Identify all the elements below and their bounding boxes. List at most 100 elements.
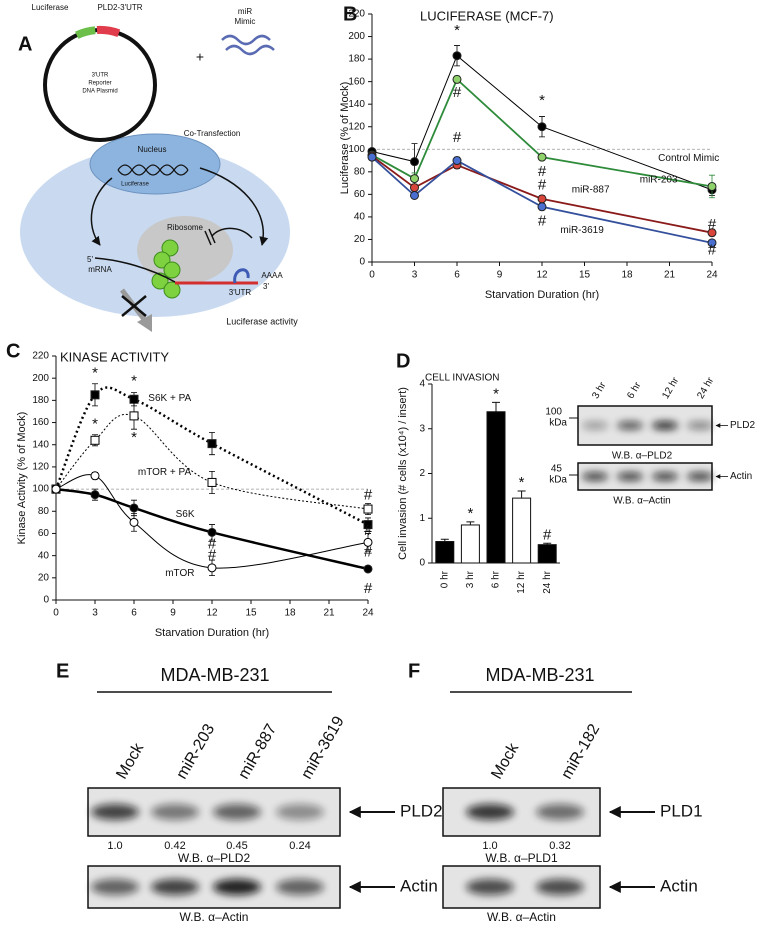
series-label: Control Mimic [658, 153, 719, 164]
arrow [137, 314, 152, 332]
marker [707, 228, 717, 238]
series-line [55, 474, 369, 569]
target-label: Actin [400, 876, 438, 895]
series-line [55, 413, 369, 510]
y-tick-label: 40 [354, 212, 366, 223]
antibody-label: W.B. α–Actin [180, 910, 249, 924]
band [687, 472, 713, 481]
y-tick-label: 20 [38, 572, 50, 583]
y-tick-label: 2 [419, 468, 425, 479]
label: Ribosome [167, 223, 204, 232]
marker [207, 439, 217, 449]
annotation: # [364, 580, 373, 597]
mimic-strand [221, 34, 271, 46]
marker [90, 435, 100, 445]
error-bar [440, 538, 449, 542]
y-tick-label: 1 [419, 513, 425, 524]
band [536, 804, 584, 820]
x-tick-label: 9 [497, 270, 503, 281]
y-axis-label: Luciferase (% of Mock) [339, 82, 351, 194]
x-tick-label: 0 [369, 270, 375, 281]
marker [452, 156, 462, 166]
band [687, 421, 713, 430]
annotation: * [493, 385, 499, 402]
lane-label: 6 hr [625, 380, 643, 401]
y-tick-label: 20 [354, 234, 366, 245]
marker [537, 202, 547, 212]
y-tick-label: 120 [32, 462, 49, 473]
y-tick-label: 4 [419, 379, 425, 390]
annotation: * [92, 365, 98, 382]
label: PLD2-3'UTR [97, 3, 142, 12]
lane-label: miR-3619 [298, 713, 347, 782]
annotation: # [208, 536, 217, 553]
panel-letter: D [396, 350, 410, 372]
band [151, 804, 199, 820]
error-bar [466, 521, 475, 525]
x-tick-label: 9 [170, 608, 176, 619]
y-tick-label: 120 [348, 121, 365, 132]
x-tick-label: 21 [664, 270, 676, 281]
x-tick-label: 12 [536, 270, 548, 281]
band [466, 879, 514, 895]
luciferase-gene [75, 26, 96, 39]
series-label: S6K [176, 509, 195, 520]
chart-title: LUCIFERASE (MCF-7) [420, 8, 554, 23]
series-label: S6K + PA [148, 393, 191, 404]
marker [410, 157, 419, 167]
target-label: PLD2 [730, 420, 755, 431]
antibody-label: W.B. α–PLD2 [178, 851, 251, 865]
annotation: # [538, 176, 547, 193]
marker [207, 527, 217, 537]
marker [537, 152, 547, 162]
x-tick-label: 15 [245, 608, 257, 619]
x-tick-label: 24 [706, 270, 718, 281]
dna [117, 164, 189, 176]
band [466, 804, 514, 820]
marker [537, 194, 547, 204]
annotation: # [364, 543, 373, 560]
series-line [54, 386, 369, 526]
y-tick-label: 160 [348, 76, 365, 87]
marker [410, 183, 419, 193]
panel-letter: A [18, 33, 32, 55]
annotation: * [467, 505, 473, 522]
annotation: # [453, 84, 462, 101]
annotation: # [208, 547, 217, 564]
band [91, 879, 139, 895]
series-label: mTOR + PA [138, 467, 192, 478]
y-tick-label: 60 [354, 189, 366, 200]
marker [363, 537, 373, 547]
x-tick-label: 21 [323, 608, 335, 619]
label: 5' [87, 255, 93, 264]
y-tick-label: 3 [419, 423, 425, 434]
series-line [55, 487, 369, 571]
y-tick-label: 0 [359, 257, 365, 268]
bar [512, 497, 532, 564]
lane-label: Mock [113, 740, 147, 782]
lane-label: miR-182 [558, 721, 603, 782]
annotation: * [454, 22, 460, 39]
utr-insert [96, 25, 121, 38]
annotation: # [708, 242, 717, 259]
y-tick-label: 60 [38, 528, 50, 539]
label: Co-Transfection [184, 129, 241, 138]
x-tick-label: 6 [454, 270, 460, 281]
y-tick-label: 100 [348, 144, 365, 155]
marker [207, 563, 217, 573]
x-tick-label: 0 hr [439, 570, 450, 588]
marker [90, 490, 100, 500]
chart-title: CELL INVASION [425, 373, 499, 384]
cell-line: MDA-MB-231 [485, 665, 594, 685]
target-label: PLD1 [660, 801, 703, 820]
band [652, 472, 678, 481]
marker [707, 238, 717, 248]
marker [129, 517, 139, 527]
size-marker: 45 [551, 464, 563, 475]
band [582, 421, 608, 430]
band [276, 804, 324, 820]
y-tick-label: 160 [32, 417, 49, 428]
x-tick-label: 12 [206, 608, 218, 619]
quantification: 0.24 [289, 840, 310, 852]
